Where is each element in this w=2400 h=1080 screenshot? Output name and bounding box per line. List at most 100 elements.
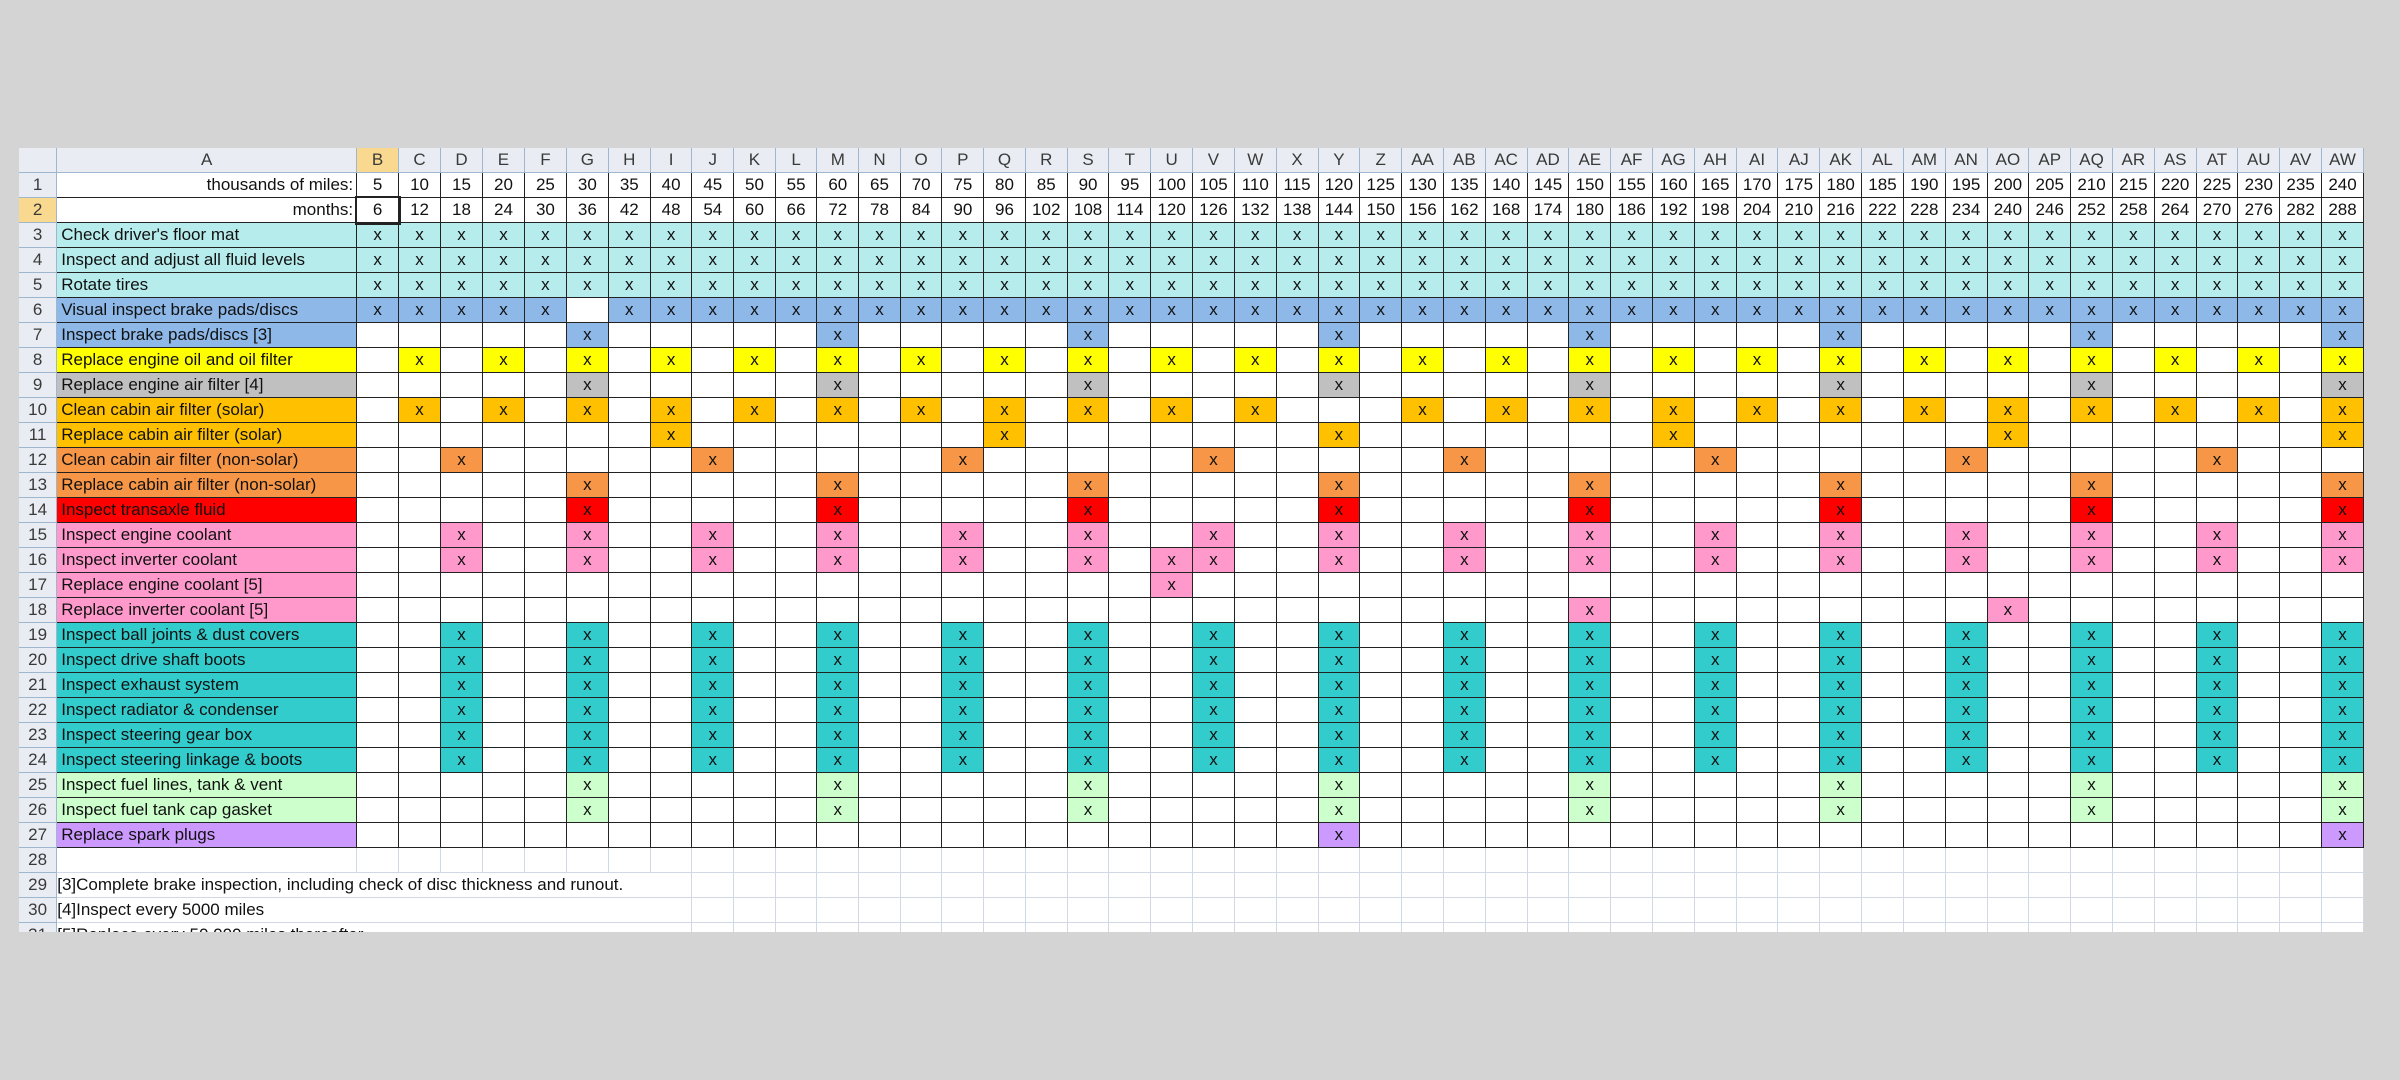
- row-header-29[interactable]: 29: [19, 872, 58, 898]
- schedule-cell-marked[interactable]: x: [1568, 547, 1612, 573]
- schedule-cell-marked[interactable]: x: [2237, 272, 2281, 298]
- schedule-cell-marked[interactable]: x: [1902, 297, 1946, 323]
- schedule-cell[interactable]: [1944, 822, 1988, 848]
- schedule-cell-marked[interactable]: x: [1861, 247, 1904, 273]
- empty-cell[interactable]: [775, 847, 818, 873]
- schedule-cell-marked[interactable]: x: [649, 397, 693, 423]
- schedule-cell-marked[interactable]: x: [1944, 247, 1988, 273]
- row-header-14[interactable]: 14: [19, 497, 58, 523]
- schedule-cell-marked[interactable]: x: [774, 222, 818, 248]
- schedule-cell[interactable]: [1150, 672, 1194, 698]
- schedule-cell[interactable]: [1944, 472, 1988, 498]
- schedule-cell[interactable]: [1861, 622, 1904, 648]
- empty-cell[interactable]: [1777, 847, 1821, 873]
- schedule-cell[interactable]: [774, 472, 818, 498]
- schedule-cell[interactable]: [1359, 597, 1403, 623]
- empty-cell[interactable]: [1610, 897, 1653, 923]
- schedule-cell[interactable]: [1233, 497, 1277, 523]
- schedule-cell-marked[interactable]: x: [1317, 697, 1361, 723]
- schedule-cell-marked[interactable]: x: [565, 222, 609, 248]
- schedule-cell[interactable]: [1484, 447, 1528, 473]
- schedule-cell[interactable]: [2237, 597, 2281, 623]
- empty-cell[interactable]: [816, 897, 860, 923]
- schedule-cell-marked[interactable]: x: [1902, 272, 1946, 298]
- schedule-cell[interactable]: [899, 472, 943, 498]
- schedule-cell-marked[interactable]: x: [1819, 222, 1863, 248]
- schedule-cell[interactable]: [1777, 397, 1821, 423]
- schedule-cell[interactable]: [1861, 547, 1904, 573]
- schedule-cell-marked[interactable]: x: [2321, 297, 2364, 323]
- schedule-cell[interactable]: [1024, 572, 1068, 598]
- schedule-cell[interactable]: [649, 447, 693, 473]
- schedule-cell[interactable]: [1275, 647, 1319, 673]
- schedule-cell-marked[interactable]: x: [440, 522, 483, 548]
- schedule-cell-marked[interactable]: x: [1066, 772, 1110, 798]
- empty-cell[interactable]: [1067, 922, 1110, 932]
- empty-cell[interactable]: [775, 872, 818, 898]
- schedule-cell[interactable]: [941, 372, 985, 398]
- header-value-cell[interactable]: 195: [1944, 172, 1988, 198]
- empty-cell[interactable]: [816, 872, 860, 898]
- schedule-cell-marked[interactable]: x: [1317, 372, 1361, 398]
- schedule-cell-marked[interactable]: x: [1568, 747, 1612, 773]
- schedule-cell[interactable]: [481, 447, 525, 473]
- schedule-cell[interactable]: [1735, 372, 1779, 398]
- schedule-cell[interactable]: [523, 797, 567, 823]
- schedule-cell-marked[interactable]: x: [774, 247, 818, 273]
- schedule-cell[interactable]: [1233, 597, 1277, 623]
- schedule-cell[interactable]: [398, 372, 442, 398]
- schedule-cell[interactable]: [1735, 647, 1779, 673]
- schedule-cell[interactable]: [1108, 572, 1152, 598]
- schedule-cell[interactable]: [607, 697, 651, 723]
- schedule-cell[interactable]: [1735, 697, 1779, 723]
- task-label-cell[interactable]: Inspect ball joints & dust covers: [56, 622, 358, 648]
- empty-cell[interactable]: [691, 897, 735, 923]
- header-value-cell[interactable]: 30: [565, 172, 609, 198]
- schedule-cell[interactable]: [1986, 822, 2030, 848]
- schedule-cell-marked[interactable]: x: [1317, 647, 1361, 673]
- schedule-cell[interactable]: [2279, 622, 2322, 648]
- schedule-cell-marked[interactable]: x: [1108, 222, 1152, 248]
- schedule-cell-marked[interactable]: x: [1066, 297, 1110, 323]
- schedule-cell[interactable]: [398, 797, 442, 823]
- schedule-cell[interactable]: [1526, 572, 1570, 598]
- empty-cell[interactable]: [1067, 872, 1110, 898]
- header-value-cell[interactable]: 252: [2070, 197, 2113, 223]
- schedule-cell-marked[interactable]: x: [899, 397, 943, 423]
- schedule-cell-marked[interactable]: x: [1359, 222, 1403, 248]
- schedule-cell-marked[interactable]: x: [941, 622, 985, 648]
- schedule-cell[interactable]: [1108, 497, 1152, 523]
- schedule-cell[interactable]: [1275, 622, 1319, 648]
- empty-cell[interactable]: [2112, 897, 2155, 923]
- column-header-ad[interactable]: AD: [1527, 148, 1570, 173]
- header-value-cell[interactable]: 90: [941, 197, 985, 223]
- schedule-cell[interactable]: [1484, 372, 1528, 398]
- schedule-cell[interactable]: [899, 572, 943, 598]
- schedule-cell[interactable]: [1861, 722, 1904, 748]
- schedule-cell-marked[interactable]: x: [899, 347, 943, 373]
- schedule-cell-marked[interactable]: x: [607, 297, 651, 323]
- schedule-cell[interactable]: [523, 397, 567, 423]
- row-header-12[interactable]: 12: [19, 447, 58, 473]
- schedule-cell[interactable]: [1150, 322, 1194, 348]
- row-header-1[interactable]: 1: [19, 172, 58, 198]
- schedule-cell-marked[interactable]: x: [983, 397, 1026, 423]
- schedule-cell[interactable]: [1442, 472, 1486, 498]
- schedule-cell-marked[interactable]: x: [691, 297, 735, 323]
- empty-cell[interactable]: [1736, 897, 1779, 923]
- schedule-cell-marked[interactable]: x: [1568, 797, 1612, 823]
- schedule-cell[interactable]: [2279, 597, 2322, 623]
- schedule-cell-marked[interactable]: x: [1735, 272, 1779, 298]
- schedule-cell-marked[interactable]: x: [1275, 222, 1319, 248]
- schedule-cell[interactable]: [774, 447, 818, 473]
- column-header-al[interactable]: AL: [1861, 148, 1904, 173]
- schedule-cell[interactable]: [356, 572, 400, 598]
- schedule-cell-marked[interactable]: x: [816, 697, 860, 723]
- schedule-cell-marked[interactable]: x: [1819, 722, 1863, 748]
- schedule-cell[interactable]: [649, 747, 693, 773]
- column-header-an[interactable]: AN: [1945, 148, 1988, 173]
- schedule-cell[interactable]: [774, 647, 818, 673]
- schedule-cell-marked[interactable]: x: [523, 297, 567, 323]
- schedule-cell[interactable]: [2237, 697, 2281, 723]
- column-header-b[interactable]: B: [356, 148, 400, 173]
